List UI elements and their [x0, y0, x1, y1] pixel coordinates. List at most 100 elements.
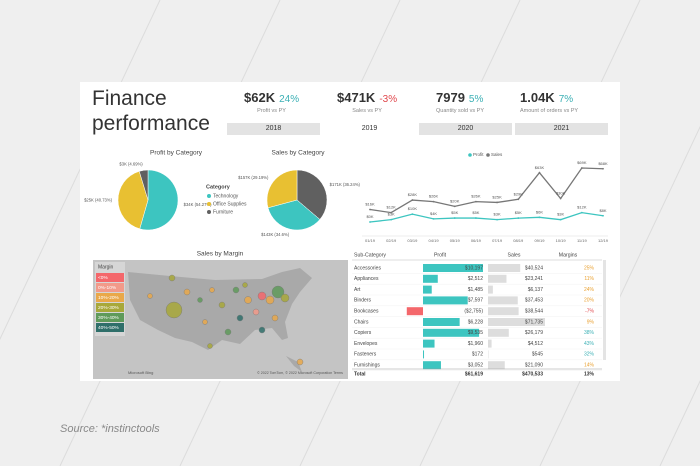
x-tick-label: 02/19 — [386, 238, 397, 243]
series-point — [580, 167, 583, 169]
bubble — [258, 326, 266, 334]
profit-value: $3,052 — [468, 363, 484, 369]
kpi-row: 7979 5% — [436, 89, 484, 107]
bubble — [252, 308, 260, 316]
row-label: Appliances — [354, 276, 379, 282]
profit-value: $1,485 — [468, 287, 484, 293]
legend-swatch — [207, 210, 211, 214]
profit-bar — [423, 264, 483, 272]
series-point — [580, 211, 583, 214]
profit-bar — [406, 307, 423, 316]
bubble — [232, 286, 240, 294]
bubble — [147, 293, 153, 299]
bubble — [257, 291, 267, 301]
margin-value: -7% — [585, 309, 594, 315]
legend-label: Profit — [473, 152, 484, 157]
pie-slice — [267, 199, 321, 231]
sales-bar — [488, 274, 507, 283]
row-label: Accessories — [354, 265, 381, 271]
series-point — [432, 200, 435, 203]
year-button[interactable]: 2020 — [419, 123, 512, 135]
column-header: Sub-Category — [354, 252, 386, 258]
data-label: $26K — [471, 194, 481, 199]
series-point — [453, 217, 456, 219]
series-point — [475, 217, 477, 219]
year-button[interactable]: 2018 — [227, 123, 320, 135]
profit-value: $172 — [472, 352, 483, 358]
row-label: Fasteners — [354, 352, 377, 358]
x-tick-label: 08/19 — [513, 238, 524, 243]
profit-bar — [423, 361, 441, 370]
chart-title: Sales by Category — [271, 150, 325, 157]
year-button[interactable]: 2021 — [515, 123, 608, 135]
sales-value: $6,137 — [528, 287, 544, 293]
total-label: Total — [354, 371, 366, 377]
data-label: $16K — [365, 202, 375, 207]
chart-title: Profit by Category — [150, 150, 203, 157]
map-attribution: © 2022 TomTom, © 2022 Microsoft Corporat… — [257, 371, 343, 375]
profit-value: $10,197 — [465, 265, 483, 271]
sales-value: $71,735 — [525, 319, 543, 325]
sales-value: $37,453 — [525, 298, 543, 304]
series-point — [538, 171, 541, 174]
map-legend-label: 10%-20% — [98, 295, 120, 301]
total-value: $470,533 — [522, 371, 543, 377]
kpi-card: $471K -3% Sales vs PY — [337, 89, 397, 114]
profit-value: ($2,755) — [464, 309, 483, 315]
x-tick-label: 01/19 — [365, 238, 376, 243]
scrollbar — [603, 260, 606, 360]
row-label: Chairs — [354, 319, 369, 325]
pie-slice — [296, 169, 328, 220]
series-point — [369, 221, 371, 223]
bubble — [218, 301, 226, 309]
bubble — [207, 343, 213, 349]
sales-value: $21,090 — [525, 363, 543, 369]
row-label: Binders — [354, 298, 371, 304]
series-point — [538, 216, 541, 219]
map-legend-label: 0%-10% — [98, 285, 117, 291]
margin-value: 32% — [584, 352, 595, 358]
map-land — [128, 268, 312, 350]
bubble — [271, 314, 279, 322]
row-label: Furnishings — [354, 363, 380, 369]
year-button[interactable]: 2019 — [323, 123, 416, 135]
legend-label: Office Supplies — [213, 201, 247, 207]
data-label: $28K — [408, 192, 418, 197]
series-point — [602, 214, 604, 217]
pie-slice — [266, 169, 298, 209]
map-land — [286, 356, 302, 372]
profit-value: $7,597 — [468, 298, 484, 304]
margin-value: 11% — [584, 276, 594, 282]
data-label: $69K — [577, 160, 587, 165]
data-label: $4K — [430, 211, 437, 216]
series-point — [517, 198, 520, 201]
legend-swatch — [468, 153, 472, 157]
column-header: Sales — [508, 252, 521, 258]
column-header: Margins — [559, 252, 578, 258]
sales-value: $545 — [532, 352, 543, 358]
bubble — [197, 297, 203, 303]
sales-bar — [488, 307, 519, 316]
data-label: $20K — [450, 198, 460, 203]
profit-value: $2,512 — [468, 276, 484, 282]
margin-value: 20% — [584, 298, 595, 304]
data-label: $3K — [557, 212, 564, 217]
sales-value: $38,544 — [525, 309, 543, 315]
series-point — [390, 211, 393, 214]
series-point — [496, 218, 498, 221]
data-label: $63K — [535, 165, 545, 170]
legend-swatch — [207, 194, 211, 198]
map-legend-swatch — [96, 303, 124, 312]
kpi-card: 7979 5% Quantity sold vs PY — [436, 89, 484, 114]
kpi-value: 7979 — [436, 90, 465, 105]
bubble — [165, 301, 183, 319]
kpi-row: $62K 24% — [244, 89, 299, 107]
column-header: Profit — [434, 252, 447, 258]
dashboard-title: Finance performance — [92, 87, 210, 135]
kpi-change: 5% — [468, 94, 484, 105]
pie-label: $157K (29.19%) — [238, 175, 269, 180]
legend-label: Furniture — [213, 209, 233, 215]
x-tick-label: 12/19 — [598, 238, 609, 243]
sales-bar — [488, 339, 492, 348]
x-tick-label: 07/19 — [492, 238, 503, 243]
